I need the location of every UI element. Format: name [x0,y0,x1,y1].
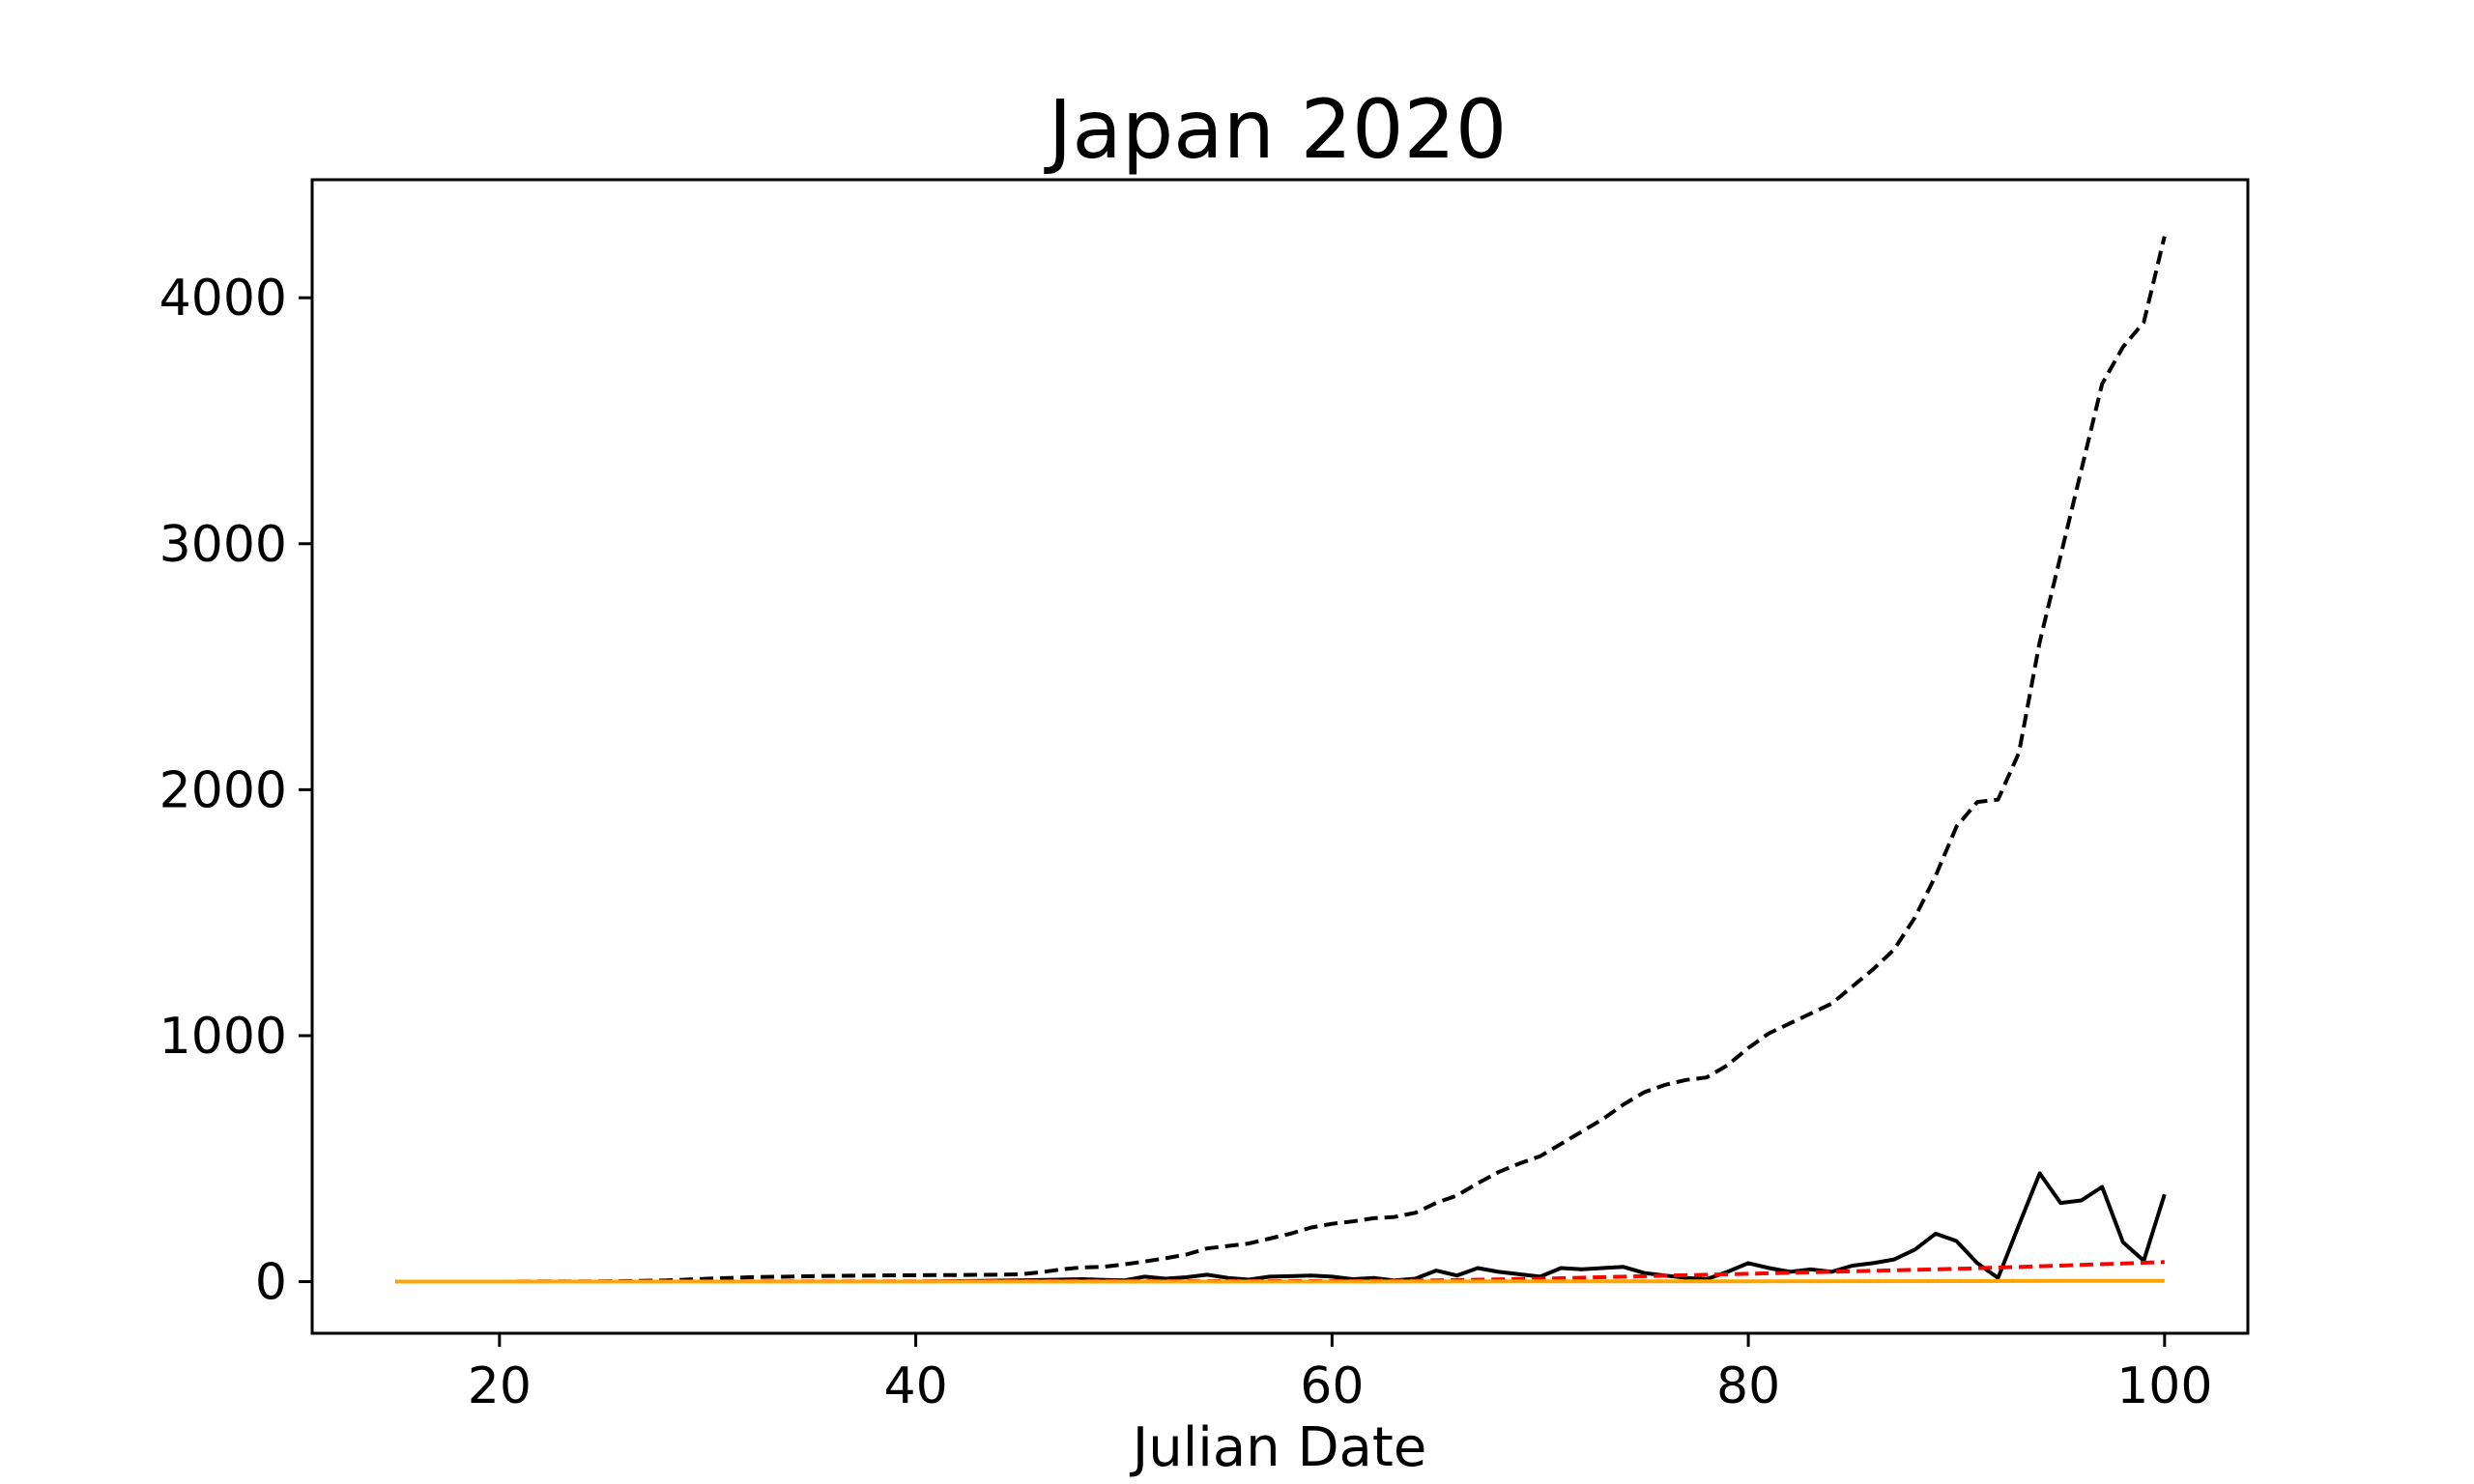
x-tick-label: 40 [884,1357,948,1415]
series-layer [395,236,2167,1284]
series-line-2 [395,1171,2167,1284]
series-line-4 [395,1278,2165,1284]
x-tick-label: 60 [1300,1357,1364,1415]
y-tick-label: 3000 [159,516,287,574]
x-tick-label: 20 [468,1357,532,1415]
y-tick-label: 4000 [159,270,287,328]
y-tick-label: 1000 [159,1008,287,1066]
series-line-3 [395,1260,2165,1284]
y-tick-label: 0 [255,1254,287,1312]
y-tick-label: 2000 [159,761,287,819]
chart-title: Japan 2020 [1044,82,1508,177]
x-tick-label: 80 [1716,1357,1780,1415]
x-axis-label: Julian Date [1130,1416,1427,1479]
x-tick-label: 100 [2116,1357,2212,1415]
plot-frame [310,178,2250,1335]
series-line-1 [395,236,2167,1284]
